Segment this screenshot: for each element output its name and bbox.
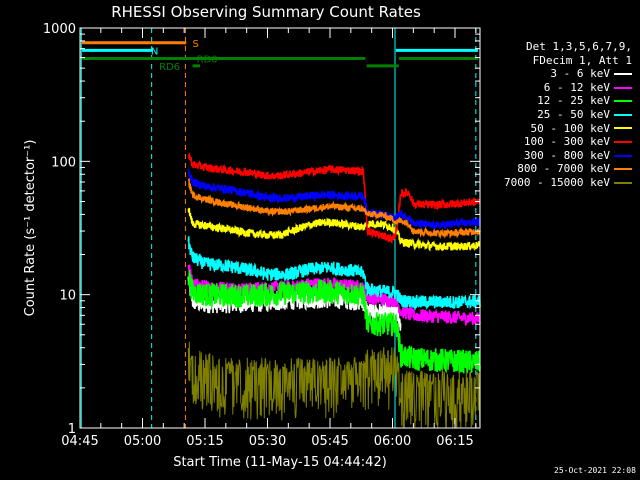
legend-swatch (614, 154, 632, 157)
flag-label-rd6: RD6 (159, 62, 180, 73)
legend-swatch (614, 100, 632, 103)
series-line-6 (187, 168, 481, 232)
y-axis-label: Count Rate (s⁻¹ detector⁻¹) (23, 140, 38, 317)
legend-entry: 6 - 12 keV (482, 81, 632, 95)
legend-swatch (614, 140, 632, 143)
legend-label: 7000 - 15000 keV (504, 175, 610, 189)
legend-swatch (614, 168, 632, 171)
legend-label: 3 - 6 keV (550, 67, 610, 81)
legend-entry: 50 - 100 keV (482, 122, 632, 136)
x-tick-label: 06:00 (374, 434, 411, 449)
legend-label: 12 - 25 keV (537, 94, 610, 108)
plot-frame (79, 27, 481, 429)
series-line-3 (187, 236, 481, 311)
legend-label: 100 - 300 keV (523, 135, 610, 149)
legend-swatch (614, 113, 632, 116)
x-tick-label: 05:15 (186, 434, 223, 449)
legend-entry: 12 - 25 keV (482, 94, 632, 108)
legend-swatch (614, 72, 632, 75)
x-tick-label: 05:45 (311, 434, 348, 449)
legend-label: 6 - 12 keV (543, 80, 610, 94)
y-tick-label: 10 (59, 289, 76, 304)
legend-header-detectors: Det 1,3,5,6,7,9, (526, 40, 632, 53)
legend-entry: 100 - 300 keV (482, 135, 632, 149)
legend-swatch (614, 86, 632, 89)
x-tick-label: 05:30 (249, 434, 286, 449)
legend-label: 300 - 800 keV (523, 148, 610, 162)
legend-entries: 3 - 6 keV 6 - 12 keV 12 - 25 keV 25 - 50 ke… (482, 67, 632, 189)
legend: Det 1,3,5,6,7,9, FDecim 1, Att 1 3 - 6 k… (482, 40, 632, 190)
series-line-8 (187, 341, 481, 428)
x-tick-label: 04:45 (61, 434, 98, 449)
x-tick-label: 06:15 (436, 434, 473, 449)
series-line-5 (187, 151, 481, 245)
y-tick-label: 100 (51, 155, 76, 170)
legend-entry: 25 - 50 keV (482, 108, 632, 122)
flag-label-n: N (151, 46, 158, 57)
legend-entry: 3 - 6 keV (482, 67, 632, 81)
x-axis-label: Start Time (11-May-15 04:44:42) (173, 455, 387, 470)
series-line-2 (187, 270, 481, 375)
flag-label-rd0: RD0 (197, 55, 218, 66)
axes: 1 10 100 1000 04:45 05:00 05:15 05:30 05:45 06:00… (43, 22, 480, 449)
legend-entry: 300 - 800 keV (482, 149, 632, 163)
legend-entry: 800 - 7000 keV (482, 162, 632, 176)
legend-label: 25 - 50 keV (537, 107, 610, 121)
flag-label-s: S (193, 39, 199, 50)
x-tick-label: 05:00 (124, 434, 161, 449)
legend-header-decim: FDecim 1, Att 1 (532, 53, 632, 67)
legend-entry: 7000 - 15000 keV (482, 176, 632, 190)
legend-swatch (614, 181, 632, 184)
series-line-7 (187, 177, 481, 240)
y-tick-label: 1000 (43, 22, 76, 37)
legend-label: 50 - 100 keV (530, 121, 610, 135)
legend-swatch (614, 127, 632, 130)
generation-timestamp: 25-Oct-2021 22:08 (554, 466, 636, 475)
y-tick-label: 1 (68, 422, 76, 437)
chart-title: RHESSI Observing Summary Count Rates (111, 3, 421, 21)
legend-label: 800 - 7000 keV (517, 162, 610, 176)
series-line-4 (187, 207, 481, 252)
plot-area: S N RD0 RD6 (80, 28, 481, 428)
